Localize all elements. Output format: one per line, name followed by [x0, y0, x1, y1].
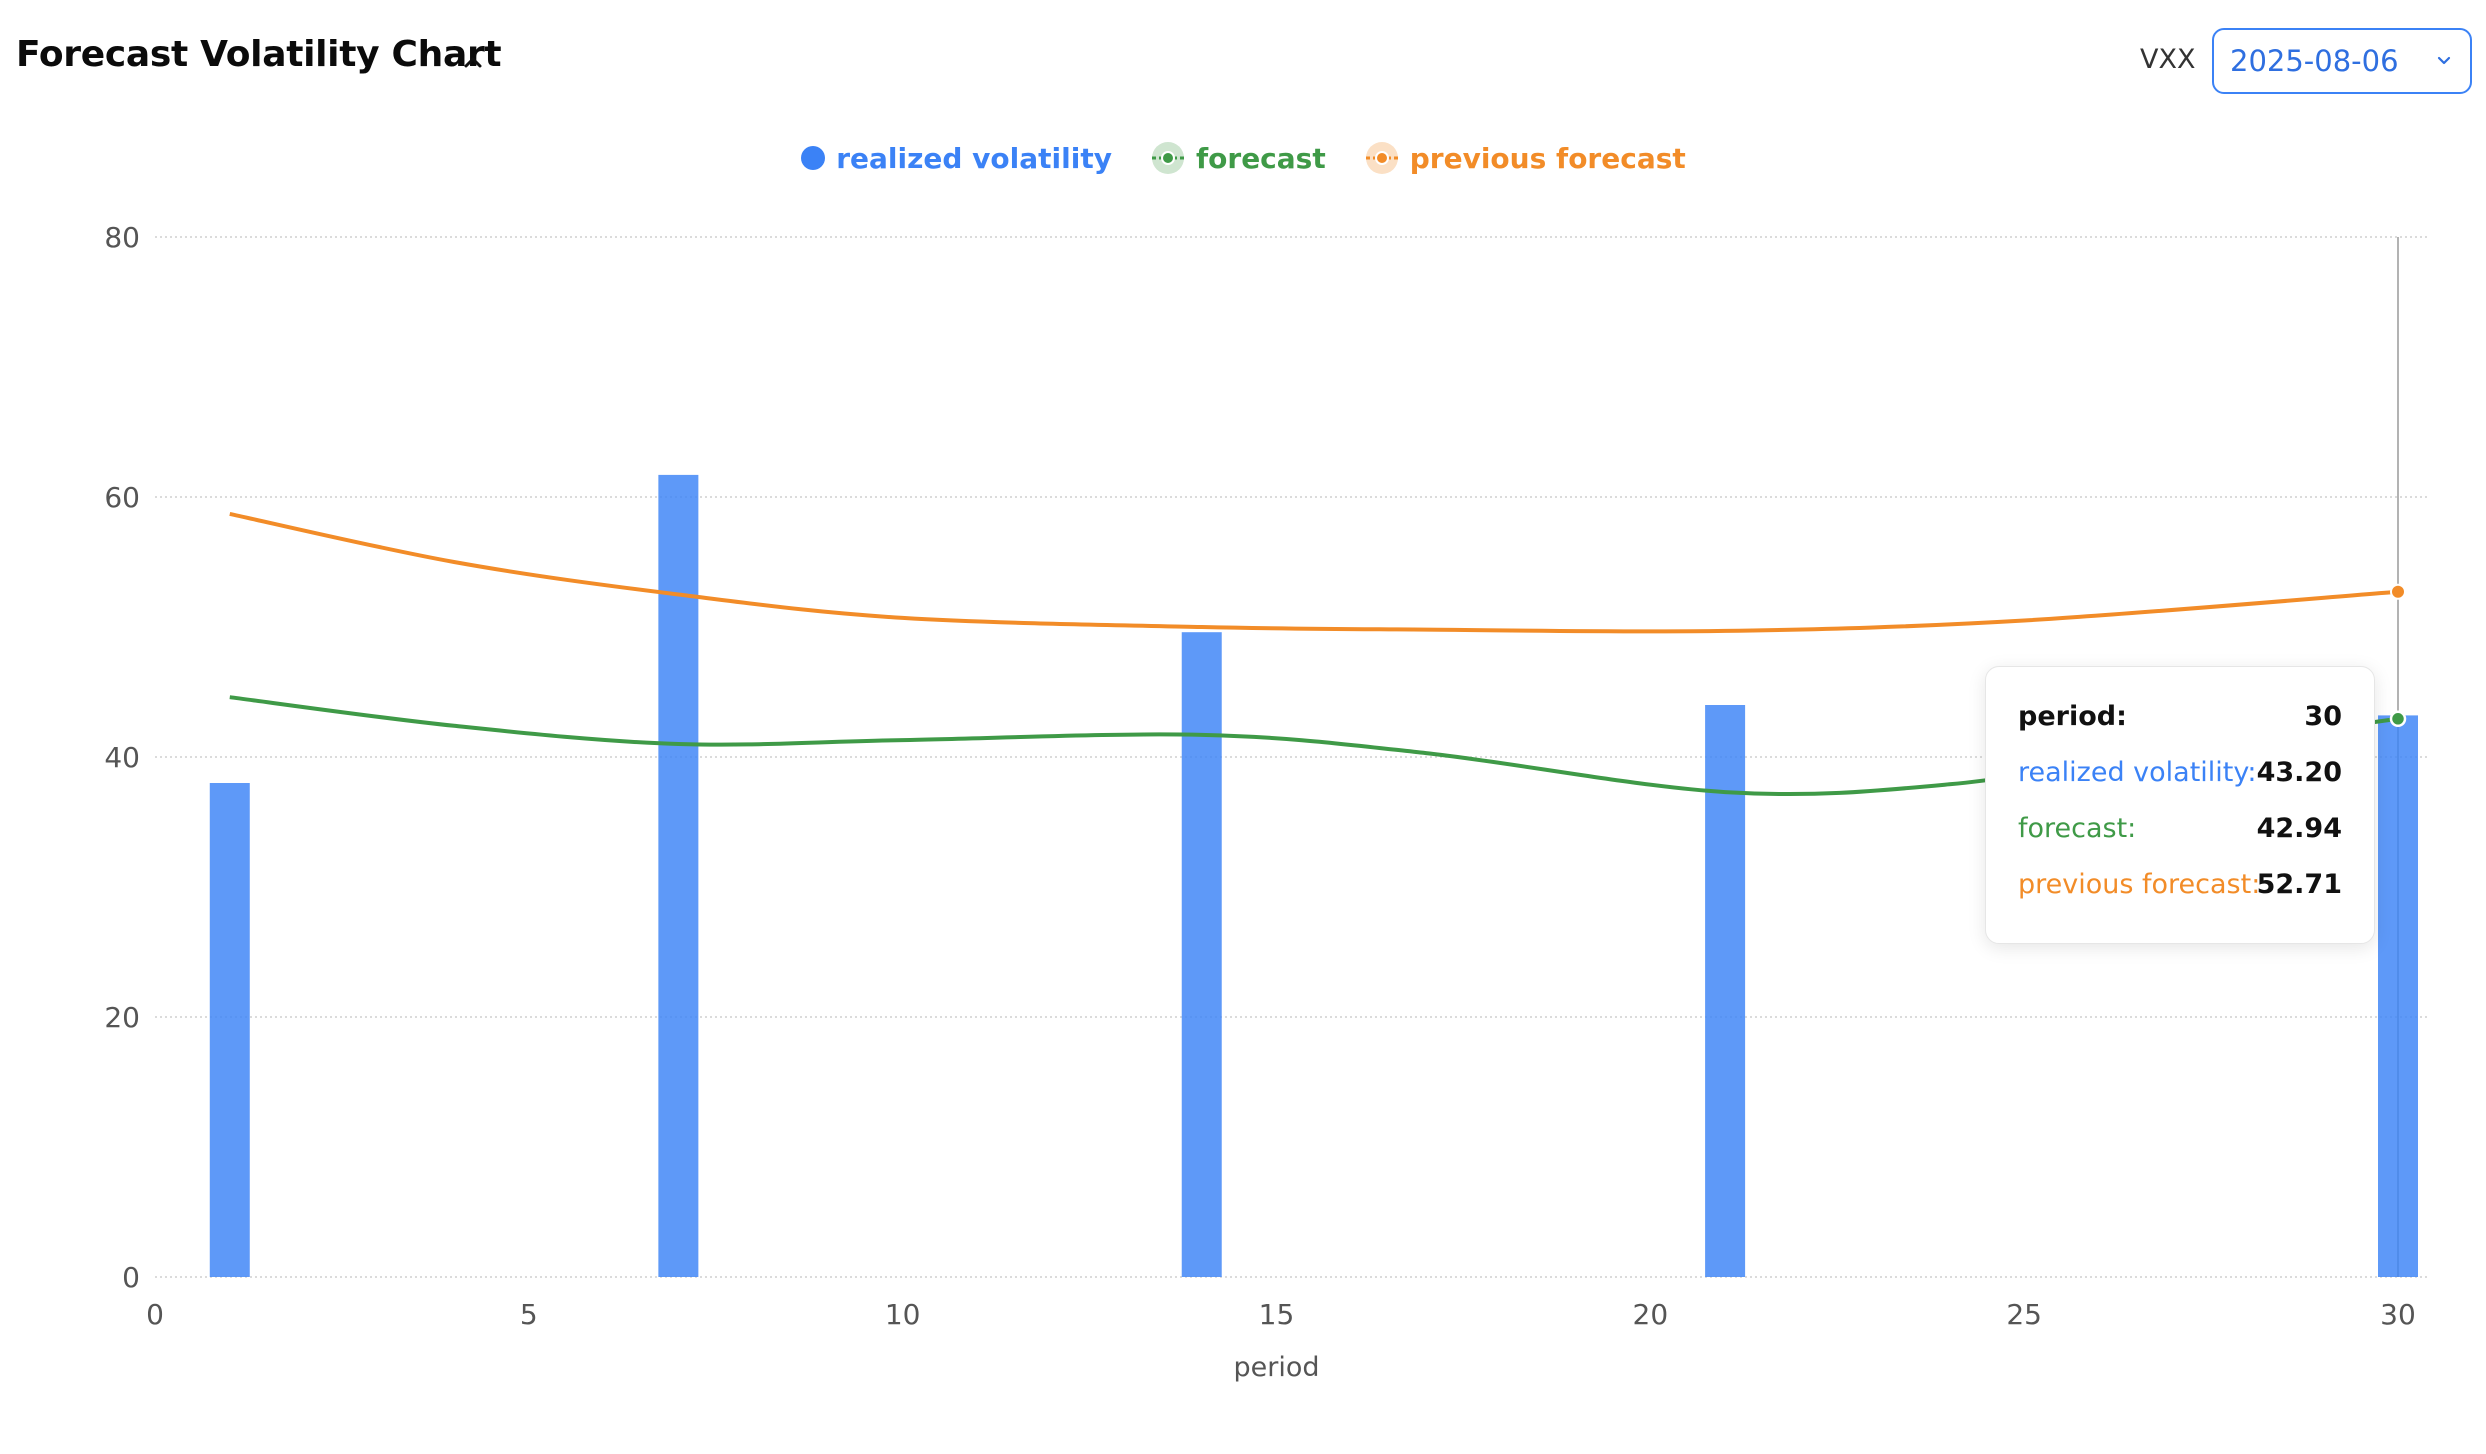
y-tick-label: 80 — [104, 221, 140, 254]
x-tick-label: 0 — [146, 1298, 164, 1331]
y-tick-label: 60 — [104, 481, 140, 514]
date-select-value: 2025-08-06 — [2230, 44, 2399, 78]
page-title: Forecast Volatility Chart — [16, 34, 502, 75]
legend-item-realized[interactable]: realized volatility — [800, 138, 1112, 178]
tooltip-label: realized volatility: — [2018, 757, 2257, 788]
y-tick-label: 0 — [122, 1261, 140, 1294]
x-tick-label: 15 — [1259, 1298, 1295, 1331]
x-tick-label: 5 — [520, 1298, 538, 1331]
tooltip-label: period: — [2018, 701, 2127, 732]
legend-dot-icon — [801, 146, 826, 170]
tooltip-value: 42.94 — [2256, 813, 2342, 844]
legend-line-dot-icon — [1151, 142, 1184, 174]
legend-label-forecast: forecast — [1195, 141, 1326, 175]
chevron-up-icon — [464, 57, 482, 68]
x-tick-label: 30 — [2380, 1298, 2416, 1331]
bar — [209, 783, 250, 1277]
tooltip-value: 30 — [2304, 701, 2342, 732]
previous-forecast-line — [229, 511, 2399, 634]
y-tick-label: 40 — [104, 741, 140, 774]
legend-label-realized: realized volatility — [836, 141, 1112, 175]
bar — [2378, 715, 2418, 1277]
tooltip-value: 43.20 — [2256, 757, 2342, 788]
tooltip-label: forecast: — [2018, 813, 2137, 844]
bar — [658, 474, 699, 1277]
collapse-button[interactable] — [455, 44, 491, 80]
legend-line-dot-icon — [1365, 142, 1398, 174]
chart-legend: realized volatility forecast previous fo… — [0, 138, 2486, 178]
tooltip-row-previous-forecast: previous forecast: 52.71 — [2018, 869, 2342, 905]
bar — [1705, 705, 1746, 1277]
tooltip-row-period: period: 30 — [2018, 701, 2342, 737]
x-tick-label: 25 — [2006, 1298, 2042, 1331]
bar — [1181, 632, 1222, 1277]
previous-forecast-active-point — [2390, 583, 2406, 600]
ticker-label: VXX — [2140, 44, 2196, 75]
tooltip-label: previous forecast: — [2018, 869, 2261, 900]
tooltip-row-forecast: forecast: 42.94 — [2018, 813, 2342, 849]
legend-item-forecast[interactable]: forecast — [1150, 138, 1326, 178]
chevron-down-icon — [2437, 56, 2451, 65]
legend-item-previous-forecast[interactable]: previous forecast — [1364, 138, 1686, 178]
chart-header: Forecast Volatility Chart VXX 2025-08-06 — [0, 0, 2486, 120]
y-tick-label: 20 — [104, 1001, 140, 1034]
tooltip-value: 52.71 — [2256, 869, 2342, 900]
tooltip-row-realized: realized volatility: 43.20 — [2018, 757, 2342, 793]
x-tick-label: 20 — [1633, 1298, 1669, 1331]
date-select[interactable]: 2025-08-06 — [2212, 28, 2472, 94]
x-axis-title: period — [1233, 1352, 1319, 1383]
forecast-active-point — [2389, 710, 2407, 728]
x-tick-label: 10 — [885, 1298, 921, 1331]
legend-label-previous-forecast: previous forecast — [1409, 141, 1686, 175]
chart-tooltip: period: 30 realized volatility: 43.20 fo… — [1985, 666, 2375, 944]
